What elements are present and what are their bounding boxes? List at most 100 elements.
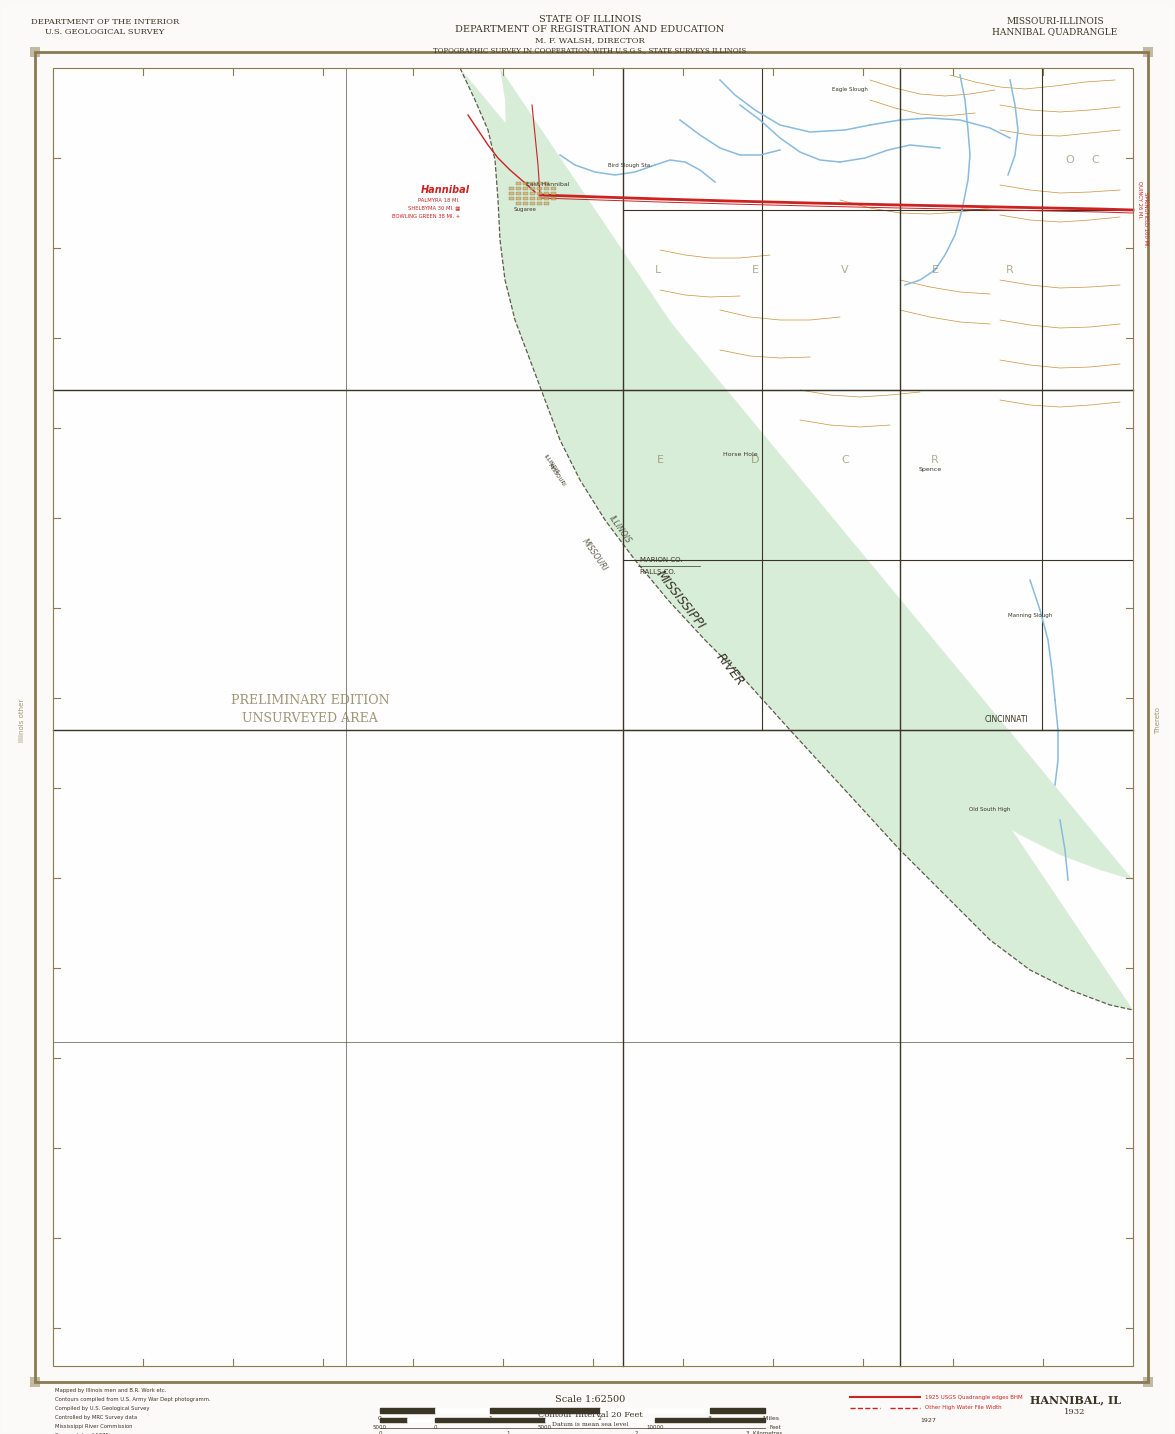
Text: R: R (931, 455, 939, 465)
Text: Thereto: Thereto (1155, 707, 1161, 734)
Text: 3: 3 (709, 1415, 712, 1421)
Bar (537, 182, 542, 185)
Bar (407, 1418, 434, 1423)
Bar (509, 192, 513, 195)
Text: 2: 2 (598, 1415, 602, 1421)
Text: RALLS CO.: RALLS CO. (640, 569, 676, 575)
Text: MISSOURI: MISSOURI (580, 538, 610, 574)
Text: C: C (1092, 155, 1099, 165)
Text: 5000: 5000 (372, 1425, 387, 1430)
Text: QUINCY 26 MI.: QUINCY 26 MI. (1139, 181, 1143, 219)
Text: PALMYRA 18 MI.: PALMYRA 18 MI. (418, 198, 459, 202)
Text: 1: 1 (506, 1431, 510, 1434)
Text: Contour Interval 20 Feet: Contour Interval 20 Feet (538, 1411, 643, 1420)
Text: C: C (841, 455, 848, 465)
Text: HANNIBAL, IL: HANNIBAL, IL (1029, 1394, 1121, 1405)
Text: DEPARTMENT OF REGISTRATION AND EDUCATION: DEPARTMENT OF REGISTRATION AND EDUCATION (456, 26, 725, 34)
Text: Eagle Slough: Eagle Slough (832, 87, 868, 93)
Text: Bird Slough Sta.: Bird Slough Sta. (607, 162, 652, 168)
Bar (654, 1418, 765, 1423)
Bar (551, 186, 556, 189)
Text: O: O (1066, 155, 1074, 165)
Bar (509, 196, 513, 199)
Bar (537, 192, 542, 195)
Text: 0: 0 (434, 1425, 437, 1430)
Text: M. F. WALSH, DIRECTOR: M. F. WALSH, DIRECTOR (535, 36, 645, 44)
Bar (516, 196, 521, 199)
Text: Mississippi River Commission: Mississippi River Commission (55, 1424, 133, 1430)
Text: BOWLING GREEN 38 MI. +: BOWLING GREEN 38 MI. + (391, 214, 459, 218)
Text: D: D (751, 455, 759, 465)
Bar (523, 186, 528, 189)
Text: 1932: 1932 (1065, 1408, 1086, 1415)
Bar (530, 196, 535, 199)
Bar (544, 186, 549, 189)
Text: Manning Slough: Manning Slough (1008, 612, 1052, 618)
Text: Contours compiled from U.S. Army War Dept photogramm.: Contours compiled from U.S. Army War Dep… (55, 1397, 210, 1402)
Bar (516, 192, 521, 195)
Text: MISSOURI-ILLINOIS: MISSOURI-ILLINOIS (1006, 17, 1103, 26)
Text: MISSISSIPPI: MISSISSIPPI (653, 568, 707, 632)
Bar (710, 1408, 765, 1412)
Text: Hannibal: Hannibal (421, 185, 470, 195)
Bar (537, 196, 542, 199)
Text: UNSURVEYED AREA: UNSURVEYED AREA (242, 711, 378, 724)
Bar (551, 196, 556, 199)
Text: 3  Kilometres: 3 Kilometres (746, 1431, 783, 1434)
Bar (1143, 47, 1153, 57)
Text: R: R (1006, 265, 1014, 275)
Text: MISSOURI: MISSOURI (546, 463, 565, 488)
Text: Controlled by MRC Survey data: Controlled by MRC Survey data (55, 1415, 137, 1420)
Bar (380, 1418, 407, 1423)
Bar (537, 186, 542, 189)
Text: Sugaree: Sugaree (513, 208, 537, 212)
Text: 1927: 1927 (920, 1417, 935, 1423)
Text: Feet: Feet (770, 1425, 781, 1430)
Text: 0: 0 (378, 1415, 382, 1421)
Text: Spence: Spence (919, 467, 941, 472)
Text: DEPARTMENT OF THE INTERIOR: DEPARTMENT OF THE INTERIOR (31, 19, 179, 26)
Text: 1: 1 (488, 1415, 492, 1421)
Text: U.S. GEOLOGICAL SURVEY: U.S. GEOLOGICAL SURVEY (46, 29, 164, 36)
Text: SHELBYMA 30 MI. ▦: SHELBYMA 30 MI. ▦ (408, 205, 459, 211)
Text: E: E (657, 455, 664, 465)
Text: E: E (752, 265, 759, 275)
Text: MARION CO.: MARION CO. (640, 556, 683, 564)
Text: RIVER: RIVER (713, 651, 746, 688)
Bar (523, 182, 528, 185)
Text: Old South High: Old South High (969, 807, 1010, 813)
Bar (530, 186, 535, 189)
Bar (31, 47, 40, 57)
Bar (516, 182, 521, 185)
Text: East Hannibal: East Hannibal (526, 182, 570, 188)
Bar (544, 202, 549, 205)
Text: Scale 1:62500: Scale 1:62500 (555, 1395, 625, 1404)
Bar (544, 182, 549, 185)
Bar (523, 196, 528, 199)
Text: HANNIBAL QUADRANGLE: HANNIBAL QUADRANGLE (993, 27, 1117, 36)
Bar (1143, 1377, 1153, 1387)
Bar (530, 182, 535, 185)
Text: Illinois other: Illinois other (19, 698, 25, 741)
Bar (435, 1408, 490, 1412)
Text: Horse Hole: Horse Hole (723, 453, 758, 457)
Text: CINCINNATI: CINCINNATI (985, 716, 1029, 724)
Bar (545, 1418, 654, 1423)
Text: ILLINOIS: ILLINOIS (607, 515, 633, 545)
Text: 0: 0 (378, 1431, 382, 1434)
Bar (537, 202, 542, 205)
Bar (380, 1408, 435, 1412)
Bar (523, 192, 528, 195)
Bar (544, 192, 549, 195)
Text: Compiled by U.S. Geological Survey: Compiled by U.S. Geological Survey (55, 1405, 149, 1411)
Bar (516, 202, 521, 205)
Text: ILLINOIS-: ILLINOIS- (543, 453, 562, 476)
Text: Miles: Miles (761, 1415, 779, 1421)
Bar (523, 202, 528, 205)
Bar (490, 1408, 600, 1412)
Bar (530, 192, 535, 195)
Text: 10000: 10000 (646, 1425, 664, 1430)
Text: TOPOGRAPHIC SURVEY IN COOPERATION WITH U.S.G.S., STATE SURVEYS ILLINOIS: TOPOGRAPHIC SURVEY IN COOPERATION WITH U… (434, 46, 746, 54)
Text: V: V (841, 265, 848, 275)
Text: E: E (932, 265, 939, 275)
